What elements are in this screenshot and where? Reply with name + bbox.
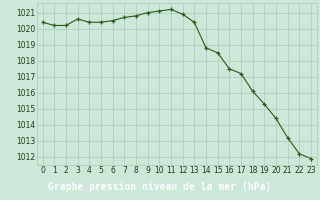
Text: Graphe pression niveau de la mer (hPa): Graphe pression niveau de la mer (hPa) bbox=[48, 182, 272, 192]
